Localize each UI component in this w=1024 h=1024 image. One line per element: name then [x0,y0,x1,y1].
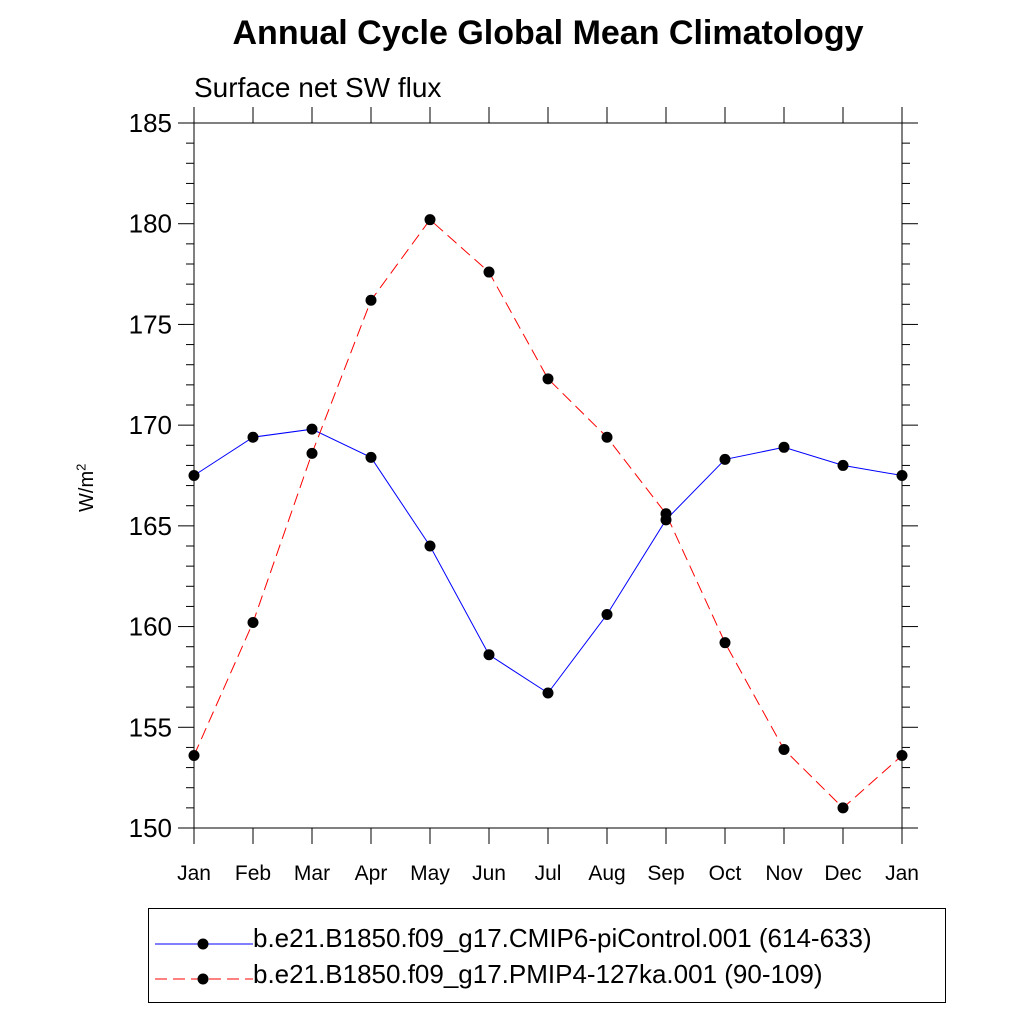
data-point-series-1 [542,373,554,385]
x-tick-label: Jan [177,862,211,885]
x-tick-label: Apr [355,862,388,885]
y-tick-label: 165 [129,511,172,541]
y-tick-label: 180 [129,209,172,239]
legend-entry-pmip4: b.e21.B1850.f09_g17.PMIP4-127ka.001 (90-… [149,957,945,997]
y-tick-label: 160 [129,612,172,642]
data-point-series-1 [188,749,200,761]
chart-title: Annual Cycle Global Mean Climatology [232,14,864,52]
x-tick-label: Oct [709,862,742,885]
x-tick-label: Nov [765,862,803,885]
series-line-1 [193,218,903,809]
data-point-series-1 [247,617,259,629]
data-point-series-1 [778,743,790,755]
legend-label-piControl: b.e21.B1850.f09_g17.CMIP6-piControl.001 … [253,923,872,953]
data-point-series-0 [601,608,613,620]
series-line-0 [193,428,903,694]
x-tick-label: May [410,862,450,885]
y-tick-label: 155 [129,712,172,742]
data-point-series-0 [365,451,377,463]
data-point-series-1 [424,214,436,226]
legend-marker-pmip4 [155,973,253,985]
data-point-series-1 [896,749,908,761]
data-point-series-1 [306,447,318,459]
chart-subtitle: Surface net SW flux [194,72,442,103]
data-point-series-0 [306,423,318,435]
x-tick-label: Jan [885,862,919,885]
data-point-series-0 [424,540,436,552]
legend-entry-piControl: b.e21.B1850.f09_g17.CMIP6-piControl.001 … [149,917,945,957]
x-tick-label: Sep [647,862,684,885]
x-tick-label: Jun [472,862,506,885]
data-point-series-0 [483,649,495,661]
y-tick-label: 170 [129,410,172,440]
data-point-series-1 [365,294,377,306]
y-tick-label: 175 [129,309,172,339]
x-tick-label: Mar [294,862,330,885]
data-point-series-1 [719,637,731,649]
legend: b.e21.B1850.f09_g17.CMIP6-piControl.001 … [148,908,946,1003]
legend-label-pmip4: b.e21.B1850.f09_g17.PMIP4-127ka.001 (90-… [253,959,823,989]
data-point-series-0 [247,431,259,443]
data-point-series-1 [660,508,672,520]
y-tick-label: 150 [129,813,172,843]
x-tick-label: Dec [824,862,861,885]
line-chart: 150 155 160 165 170 175 180 185 Jan Feb Mar Apr May J… [129,107,919,885]
plot-frame [193,122,903,829]
y-tick-label: 185 [129,108,172,138]
data-point-series-0 [719,453,731,465]
x-tick-label: Feb [235,862,271,885]
data-point-series-1 [483,266,495,278]
legend-marker-piControl [155,938,253,950]
x-tick-label: Aug [588,862,625,885]
data-point-series-0 [542,687,554,699]
data-point-series-0 [778,441,790,453]
data-point-series-1 [837,802,849,814]
data-point-series-0 [837,459,849,471]
x-tick-label: Jul [535,862,562,885]
data-point-series-0 [188,470,200,481]
data-point-series-0 [896,470,908,481]
data-point-series-1 [601,431,613,443]
